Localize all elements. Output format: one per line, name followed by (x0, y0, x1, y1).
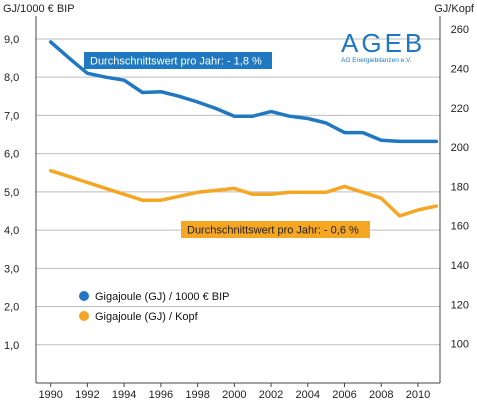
x-tick-label: 2008 (369, 389, 393, 401)
logo-sub-text: AG Energiebilanzen e.V. (341, 57, 412, 64)
annotation-bip: Durchschnittswert pro Jahr: - 1,8 % (84, 52, 272, 69)
ageb-logo: AGEB AG Energiebilanzen e.V. (341, 28, 425, 64)
annotation-bip-text: Durchschnittswert pro Jahr: - 1,8 % (90, 56, 262, 68)
logo-main-text: AGEB (341, 28, 425, 58)
legend-swatch-kopf (79, 311, 89, 321)
left-tick-label: 2,0 (4, 302, 19, 314)
left-tick-label: 8,0 (4, 72, 19, 84)
left-tick-label: 7,0 (4, 110, 19, 122)
legend: Gigajoule (GJ) / 1000 € BIP Gigajoule (G… (79, 291, 230, 323)
legend-label-bip: Gigajoule (GJ) / 1000 € BIP (95, 291, 230, 303)
left-tick-label: 6,0 (4, 149, 19, 161)
left-axis-ticks: 1,0 2,0 3,0 4,0 5,0 6,0 7,0 8,0 9,0 (4, 34, 19, 352)
grid-lines (36, 38, 440, 346)
x-tick-label: 1994 (112, 389, 136, 401)
legend-swatch-bip (79, 291, 89, 301)
legend-label-kopf: Gigajoule (GJ) / Kopf (95, 311, 199, 323)
series-line-kopf (48, 168, 439, 218)
left-tick-label: 4,0 (4, 225, 19, 237)
x-tick-label: 2010 (406, 389, 430, 401)
x-tick-label: 1992 (75, 389, 99, 401)
annotation-bip-box (84, 52, 272, 69)
x-tick-label: 2000 (222, 389, 246, 401)
x-tick-label: 2004 (296, 389, 320, 401)
right-tick-label: 180 (451, 181, 469, 193)
annotation-kopf: Durchschnittswert pro Jahr: - 0,6 % (181, 221, 370, 238)
right-tick-label: 160 (451, 221, 469, 233)
series-group (48, 40, 439, 218)
x-axis-ticks: 1990 1992 1994 1996 1998 2000 2002 2004 2006 2008… (38, 383, 430, 401)
right-tick-label: 120 (451, 299, 469, 311)
annotation-kopf-box (181, 221, 370, 238)
right-tick-label: 100 (451, 339, 469, 351)
x-tick-label: 1990 (38, 389, 62, 401)
left-axis-title: GJ/1000 € BIP (3, 3, 75, 15)
left-tick-label: 3,0 (4, 263, 19, 275)
right-tick-label: 220 (451, 103, 469, 115)
left-tick-label: 5,0 (4, 187, 19, 199)
right-tick-label: 140 (451, 260, 469, 272)
right-axis-title: GJ/Kopf (434, 3, 475, 15)
x-tick-label: 2002 (259, 389, 283, 401)
x-tick-label: 2006 (332, 389, 356, 401)
right-tick-label: 200 (451, 142, 469, 154)
x-tick-label: 1998 (185, 389, 209, 401)
right-axis-ticks: 100 120 140 160 180 200 220 240 260 (451, 24, 469, 351)
right-tick-label: 240 (451, 63, 469, 75)
left-tick-label: 1,0 (4, 340, 19, 352)
x-tick-label: 1996 (149, 389, 173, 401)
series-line-bip (48, 40, 439, 144)
right-tick-label: 260 (451, 24, 469, 36)
left-tick-label: 9,0 (4, 34, 19, 46)
annotation-kopf-text: Durchschnittswert pro Jahr: - 0,6 % (187, 225, 359, 237)
